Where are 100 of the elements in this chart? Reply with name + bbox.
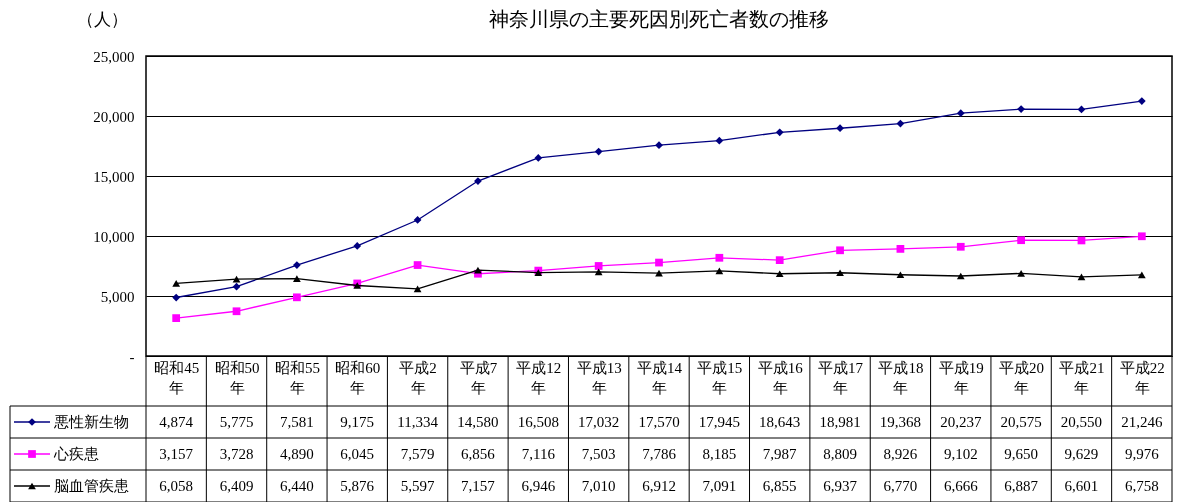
point — [1017, 105, 1025, 113]
point — [1137, 271, 1146, 279]
data-label: 5,775 — [219, 414, 254, 430]
point — [1017, 270, 1025, 277]
data-label: 3,728 — [219, 446, 254, 462]
data-label: 9,175 — [340, 414, 375, 430]
point — [232, 307, 241, 316]
y-axis-title: （人） — [76, 9, 128, 29]
x-tick-label: 昭和50年 — [214, 359, 260, 396]
data-label: 6,440 — [280, 478, 314, 494]
point — [293, 293, 301, 302]
data-label: 7,116 — [521, 446, 556, 462]
point — [896, 245, 905, 253]
data-label: 6,770 — [883, 478, 918, 494]
data-label: 6,758 — [1124, 478, 1159, 494]
point — [896, 271, 905, 279]
point — [172, 293, 181, 302]
data-label: 17,945 — [698, 414, 740, 430]
x-tick-label: 平成18年 — [878, 359, 924, 396]
x-tick-label: 平成20年 — [999, 359, 1045, 396]
x-tick-label: 昭和45年 — [154, 359, 200, 396]
point — [413, 285, 422, 293]
point — [715, 253, 724, 262]
point — [232, 282, 241, 291]
y-tick-label: - — [129, 348, 135, 365]
data-label: 20,237 — [940, 414, 982, 430]
point — [1077, 273, 1086, 281]
data-label: 6,409 — [219, 478, 254, 494]
x-tick-label: 昭和60年 — [335, 359, 381, 396]
y-tick-label: 15,000 — [93, 168, 135, 185]
data-label: 6,045 — [340, 446, 375, 462]
data-label: 14,580 — [457, 414, 499, 430]
data-label: 6,946 — [521, 478, 556, 494]
point — [1077, 105, 1086, 114]
data-label: 16,508 — [517, 414, 559, 430]
data-label: 7,786 — [642, 446, 677, 462]
y-tick-label: 10,000 — [93, 228, 135, 245]
data-label: 19,368 — [879, 414, 922, 430]
x-tick-label: 平成16年 — [757, 359, 804, 396]
chart-title: 神奈川県の主要死因別死亡者数の推移 — [489, 8, 829, 30]
point — [655, 141, 663, 150]
x-tick-label: 平成15年 — [697, 359, 743, 396]
point — [594, 147, 603, 156]
data-label: 6,666 — [943, 478, 979, 494]
data-label: 17,570 — [638, 414, 680, 430]
data-label: 20,550 — [1060, 414, 1103, 430]
point — [413, 261, 422, 269]
data-label: 9,102 — [943, 446, 978, 462]
data-label: 9,629 — [1064, 446, 1099, 462]
legend-label: 脳血管疾患 — [54, 478, 129, 494]
data-label: 3,157 — [159, 446, 194, 462]
data-label: 7,010 — [581, 478, 616, 494]
data-label: 20,575 — [1000, 414, 1042, 430]
point — [836, 269, 844, 277]
legend-label: 悪性新生物 — [53, 414, 129, 430]
point — [293, 261, 301, 269]
data-label: 7,987 — [762, 446, 798, 462]
data-label: 6,912 — [642, 478, 676, 494]
point — [594, 262, 603, 270]
data-label: 5,597 — [400, 478, 435, 494]
data-label: 6,887 — [1004, 478, 1039, 494]
x-tick-label: 平成17年 — [818, 359, 864, 396]
data-label: 5,876 — [340, 478, 375, 494]
legend-label: 心疾患 — [53, 446, 99, 462]
data-label: 7,581 — [280, 414, 314, 430]
point — [956, 242, 965, 251]
point — [232, 275, 241, 283]
x-tick-label: 昭和55年 — [274, 359, 320, 396]
x-tick-label: 平成13年 — [576, 359, 622, 396]
x-tick-label: 平成22年 — [1119, 359, 1165, 396]
data-label: 9,976 — [1124, 446, 1160, 462]
point — [775, 128, 784, 137]
data-label: 9,650 — [1004, 446, 1038, 462]
x-tick-label: 平成14年 — [637, 359, 683, 396]
data-label: 6,058 — [159, 478, 194, 494]
data-label: 17,032 — [578, 414, 620, 430]
data-label: 6,937 — [823, 478, 858, 494]
point — [715, 267, 724, 275]
data-label: 6,601 — [1064, 478, 1099, 494]
data-label: 7,091 — [702, 478, 737, 494]
point — [775, 256, 784, 265]
point — [836, 246, 844, 255]
point — [353, 242, 362, 250]
point — [413, 216, 422, 224]
point — [715, 136, 724, 145]
x-tick-label: 平成21年 — [1059, 359, 1105, 396]
data-label: 7,157 — [461, 478, 496, 494]
y-tick-label: 5,000 — [100, 288, 135, 305]
x-tick-label: 平成7年 — [459, 359, 498, 396]
point — [534, 154, 543, 162]
point — [655, 258, 663, 267]
data-label: 18,981 — [819, 414, 861, 430]
point — [1137, 232, 1146, 241]
data-label: 11,334 — [397, 414, 439, 430]
data-label: 8,185 — [702, 446, 737, 462]
data-label: 7,503 — [581, 446, 616, 462]
x-tick-label: 平成12年 — [516, 359, 562, 396]
point — [956, 109, 965, 118]
data-label: 4,874 — [159, 414, 194, 430]
point — [1137, 97, 1146, 105]
